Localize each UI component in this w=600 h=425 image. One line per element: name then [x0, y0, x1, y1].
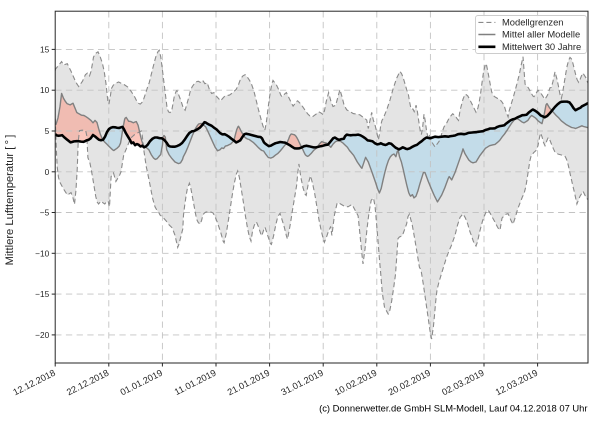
svg-text:−5: −5	[40, 208, 50, 218]
svg-text:Mittlere Lufttemperatur [ ° ]: Mittlere Lufttemperatur [ ° ]	[4, 135, 16, 266]
svg-text:−15: −15	[35, 289, 49, 299]
svg-text:(c) Donnerwetter.de GmbH SLM-M: (c) Donnerwetter.de GmbH SLM-Modell, Lau…	[319, 403, 587, 414]
svg-text:−10: −10	[35, 248, 49, 258]
svg-text:10: 10	[40, 85, 50, 95]
svg-text:15: 15	[40, 44, 50, 54]
svg-text:0: 0	[45, 167, 50, 177]
svg-text:Modellgrenzen: Modellgrenzen	[502, 17, 564, 28]
svg-text:−20: −20	[35, 330, 49, 340]
svg-text:5: 5	[45, 126, 50, 136]
svg-text:Mittel aller Modelle: Mittel aller Modelle	[502, 29, 580, 40]
svg-text:Mittelwert 30 Jahre: Mittelwert 30 Jahre	[502, 41, 581, 52]
